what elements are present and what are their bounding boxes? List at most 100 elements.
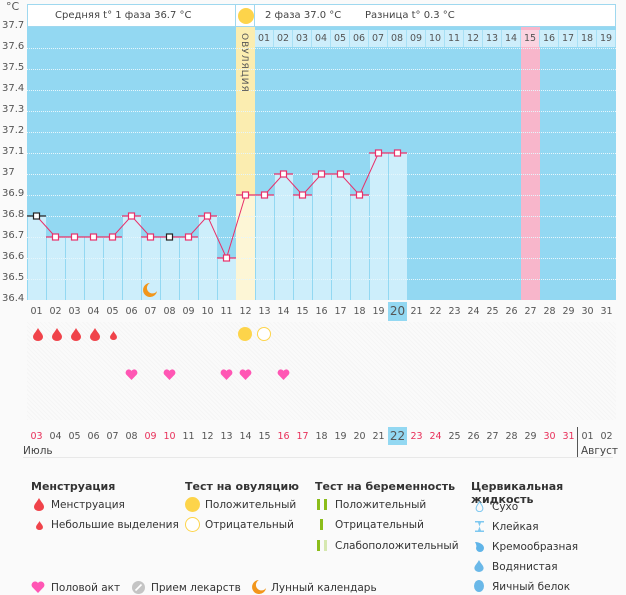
- cycle-day-label[interactable]: 19: [372, 306, 385, 317]
- cycle-day-label[interactable]: 08: [163, 306, 176, 317]
- phase2-day-label: 12: [464, 30, 483, 47]
- calendar-date[interactable]: 13: [220, 431, 233, 442]
- temperature-point[interactable]: [279, 170, 288, 178]
- calendar-date[interactable]: 12: [201, 431, 214, 442]
- calendar-date[interactable]: 03: [30, 431, 43, 442]
- temperature-point[interactable]: [222, 254, 231, 262]
- calendar-date[interactable]: 11: [182, 431, 195, 442]
- calendar-date[interactable]: 22: [388, 427, 407, 445]
- temperature-plot[interactable]: 01 02 03 04 05 06 07 08 09 10 11 12 13 14 15 16 17 18 19 О…: [27, 27, 616, 300]
- cycle-day-label[interactable]: 10: [201, 306, 214, 317]
- temperature-point[interactable]: [260, 191, 269, 199]
- cycle-day-label[interactable]: 06: [125, 306, 138, 317]
- calendar-date[interactable]: 07: [106, 431, 119, 442]
- temperature-point[interactable]: [165, 233, 174, 241]
- phase2-day-label: 03: [293, 30, 312, 47]
- cycle-day-label[interactable]: 04: [87, 306, 100, 317]
- calendar-date[interactable]: 10: [163, 431, 176, 442]
- temperature-point[interactable]: [184, 233, 193, 241]
- calendar-date[interactable]: 20: [353, 431, 366, 442]
- temperature-point[interactable]: [146, 233, 155, 241]
- cycle-day-label[interactable]: 15: [296, 306, 309, 317]
- cycle-day-label[interactable]: 27: [524, 306, 537, 317]
- calendar-date[interactable]: 26: [467, 431, 480, 442]
- pregnancy-negative-line-icon: [320, 519, 323, 530]
- cycle-day-label[interactable]: 03: [68, 306, 81, 317]
- temperature-point[interactable]: [241, 191, 250, 199]
- calendar-date[interactable]: 18: [315, 431, 328, 442]
- cycle-day-label[interactable]: 30: [581, 306, 594, 317]
- cycle-day-label[interactable]: 29: [562, 306, 575, 317]
- calendar-date[interactable]: 28: [505, 431, 518, 442]
- cycle-day-label[interactable]: 22: [429, 306, 442, 317]
- cycle-day-label[interactable]: 21: [410, 306, 423, 317]
- grid-line: [27, 69, 616, 70]
- cycle-day-label[interactable]: 18: [353, 306, 366, 317]
- cycle-day-label[interactable]: 25: [486, 306, 499, 317]
- calendar-date[interactable]: 02: [600, 431, 613, 442]
- temperature-point[interactable]: [317, 170, 326, 178]
- temperature-point[interactable]: [336, 170, 345, 178]
- calendar-date[interactable]: 25: [448, 431, 461, 442]
- calendar-date[interactable]: 01: [581, 431, 594, 442]
- cycle-day-label[interactable]: 20: [388, 302, 407, 321]
- cycle-day-label[interactable]: 14: [277, 306, 290, 317]
- temperature-point[interactable]: [374, 149, 383, 157]
- calendar-date[interactable]: 14: [239, 431, 252, 442]
- calendar-date[interactable]: 23: [410, 431, 423, 442]
- ovulation-test-negative-icon: [185, 517, 200, 532]
- calendar-date[interactable]: 09: [144, 431, 157, 442]
- temperature-point[interactable]: [70, 233, 79, 241]
- temperature-point[interactable]: [108, 233, 117, 241]
- cycle-day-label[interactable]: 02: [49, 306, 62, 317]
- calendar-date[interactable]: 04: [49, 431, 62, 442]
- grid-line: [27, 237, 616, 238]
- cycle-day-label[interactable]: 13: [258, 306, 271, 317]
- temperature-line: [36, 152, 398, 260]
- grid-line: [27, 153, 616, 154]
- cycle-day-label[interactable]: 17: [334, 306, 347, 317]
- calendar-date[interactable]: 19: [334, 431, 347, 442]
- calendar-date[interactable]: 05: [68, 431, 81, 442]
- cycle-day-label[interactable]: 11: [220, 306, 233, 317]
- calendar-date[interactable]: 31: [562, 431, 575, 442]
- cycle-day-label[interactable]: 05: [106, 306, 119, 317]
- temperature-point[interactable]: [51, 233, 60, 241]
- cycle-day-label[interactable]: 16: [315, 306, 328, 317]
- calendar-date[interactable]: 27: [486, 431, 499, 442]
- phase2-day-label: 14: [502, 30, 521, 47]
- calendar-date[interactable]: 16: [277, 431, 290, 442]
- y-tick-label: 37.3: [2, 104, 25, 115]
- calendar-date[interactable]: 21: [372, 431, 385, 442]
- calendar-date[interactable]: 24: [429, 431, 442, 442]
- cycle-day-label[interactable]: 12: [239, 306, 252, 317]
- calendar-date[interactable]: 08: [125, 431, 138, 442]
- cycle-day-label[interactable]: 26: [505, 306, 518, 317]
- temperature-point[interactable]: [203, 212, 212, 220]
- cycle-day-label[interactable]: 01: [30, 306, 43, 317]
- calendar-date[interactable]: 06: [87, 431, 100, 442]
- phase2-day-label: 02: [274, 30, 293, 47]
- temperature-point[interactable]: [393, 149, 402, 157]
- temperature-point[interactable]: [32, 212, 41, 220]
- calendar-date[interactable]: 29: [524, 431, 537, 442]
- temperature-point[interactable]: [127, 212, 136, 220]
- calendar-date[interactable]: 30: [543, 431, 556, 442]
- cycle-day-label[interactable]: 07: [144, 306, 157, 317]
- cycle-day-label[interactable]: 09: [182, 306, 195, 317]
- moon-icon: [252, 580, 266, 594]
- menstruation-drop-icon: [51, 328, 62, 341]
- legend-item-ovulation-negative: Отрицательный: [205, 519, 294, 531]
- calendar-date[interactable]: 15: [258, 431, 271, 442]
- cycle-day-label[interactable]: 23: [448, 306, 461, 317]
- temperature-point[interactable]: [89, 233, 98, 241]
- calendar-date[interactable]: 17: [296, 431, 309, 442]
- ovulation-test-negative-icon: [257, 327, 271, 341]
- temperature-point[interactable]: [298, 191, 307, 199]
- cycle-day-label[interactable]: 31: [600, 306, 613, 317]
- cycle-day-label[interactable]: 24: [467, 306, 480, 317]
- intercourse-heart-icon: [239, 369, 252, 380]
- cycle-day-label[interactable]: 28: [543, 306, 556, 317]
- temperature-point[interactable]: [355, 191, 364, 199]
- menstruation-drop-icon: [89, 328, 100, 341]
